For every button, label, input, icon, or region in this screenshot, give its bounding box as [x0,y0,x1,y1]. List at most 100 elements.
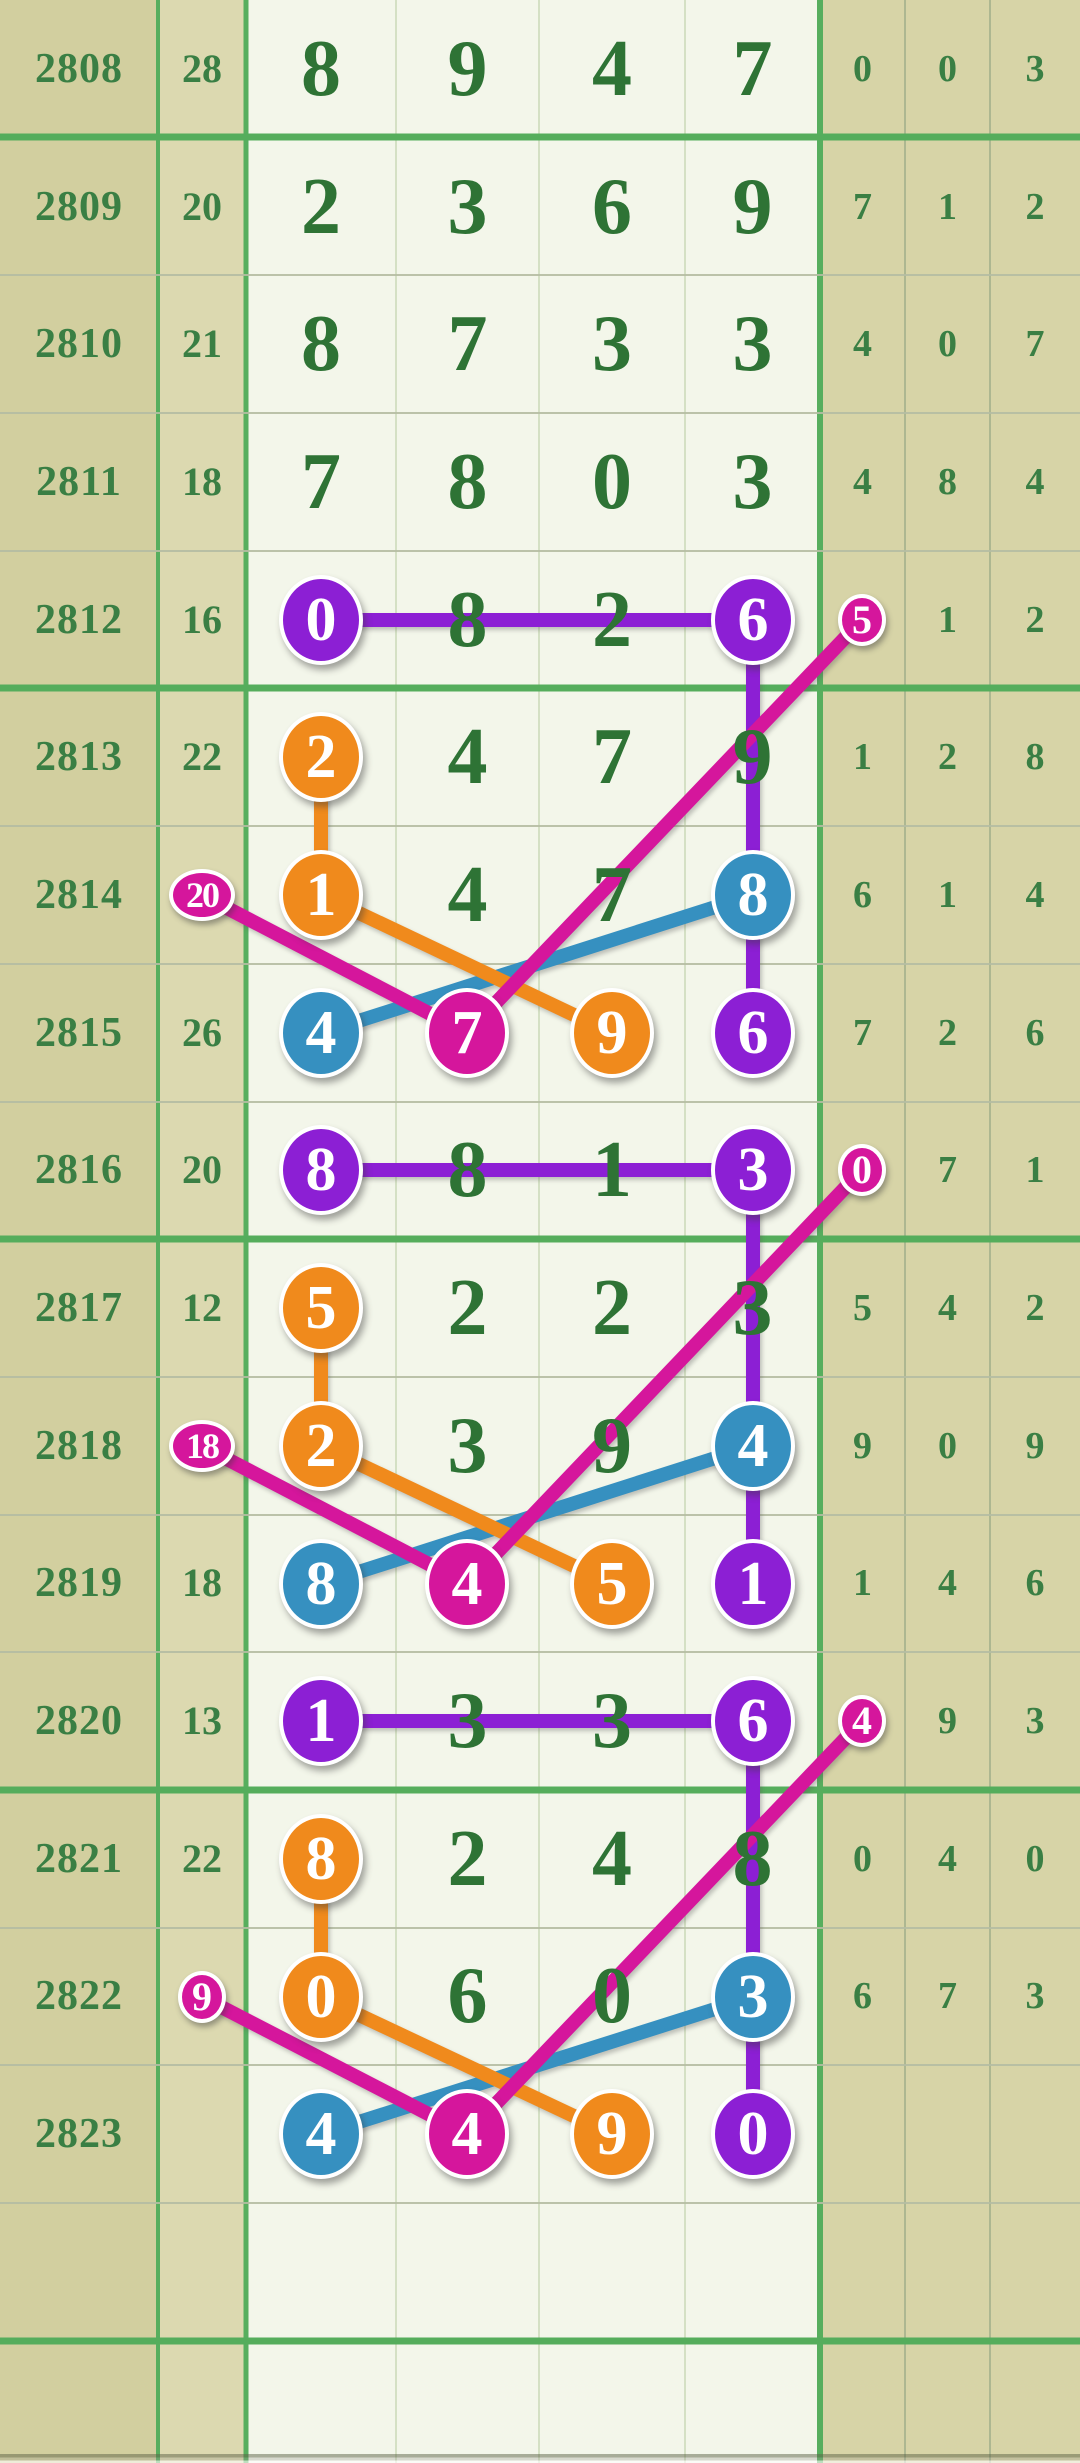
sum-text: 22 [182,1835,222,1881]
trend-ball-blue: 8 [711,850,795,940]
digit-text: 2 [592,1264,632,1353]
digit-cell: 3 [539,275,685,414]
digit-cell: 7 [539,688,685,827]
digit-cell: 3 [685,413,820,551]
right-cell: 7 [820,137,905,276]
right-cell [905,2203,990,2341]
period-text: 2809 [35,183,123,230]
period-cell: 2818 [0,1376,158,1515]
period-text: 2820 [35,1698,123,1745]
right-cell: 0 [820,1789,905,1928]
right-text: 4 [938,1287,957,1330]
trend-ball-orange: 8 [279,1814,363,1904]
right-cell: 1 [905,550,990,689]
right-text: 0 [853,47,872,90]
right-text: 6 [853,873,872,916]
right-cell: 2 [905,963,990,1102]
digit-cell [246,2203,396,2341]
digit-text: 0 [592,1952,632,2041]
digit-cell: 3 [396,1652,539,1790]
trend-ball-blue: 4 [279,2089,363,2179]
digit-text: 6 [447,1952,488,2041]
sum-text: 20 [182,1147,222,1193]
right-cell: 3 [990,0,1080,138]
right-cell: 0 [905,1376,990,1515]
digit-cell: 1 [539,1101,685,1240]
right-cell: 6 [820,1927,905,2066]
ball-digit: 8 [305,1550,337,1618]
digit-text: 7 [592,850,632,939]
trend-ball-magenta: 4 [425,1539,509,1629]
right-cell: 4 [990,413,1080,551]
right-cell: 9 [820,1376,905,1515]
trend-ball-purple: 6 [711,575,795,665]
digit-text: 8 [447,437,488,526]
trend-ball-blue: 8 [279,1539,363,1629]
digit-cell: 2 [396,1239,539,1377]
sum-cell [158,2065,246,2203]
digit-text: 4 [447,713,488,802]
ball-digit: 1 [305,1687,337,1755]
period-text: 2821 [35,1835,123,1882]
digit-text: 7 [592,713,632,802]
trend-ball-purple: 3 [711,1125,795,1215]
digit-text: 9 [732,162,773,251]
right-text: 2 [938,736,957,779]
period-text: 2811 [36,458,122,505]
period-cell: 2816 [0,1101,158,1240]
sum-badge: 20 [169,869,235,921]
ball-digit: 0 [737,2100,769,2168]
ball-digit: 2 [305,1412,337,1480]
period-text: 2815 [35,1009,123,1056]
trend-ball-orange: 1 [279,850,363,940]
digit-cell: 6 [396,1927,539,2066]
period-cell: 2808 [0,0,158,138]
right-cell: 5 [820,1239,905,1377]
period-text: 2819 [35,1560,123,1607]
ball-digit: 8 [305,1136,337,1204]
period-text: 2822 [35,1973,123,2020]
digit-cell: 8 [396,413,539,551]
right-cell [990,2065,1080,2203]
badge-digit: 20 [186,875,220,915]
digit-text: 2 [447,1264,488,1353]
digit-cell: 9 [539,1376,685,1515]
trend-ball-orange: 5 [570,1539,654,1629]
right-cell: 7 [905,1101,990,1240]
digit-text: 9 [447,24,488,113]
sum-cell: 16 [158,550,246,689]
right-cell: 4 [905,1514,990,1653]
right-text: 2 [1025,185,1045,228]
right-cell: 8 [990,688,1080,827]
digit-cell: 4 [539,0,685,138]
right-cell: 7 [820,963,905,1102]
right-text: 4 [1025,873,1045,916]
digit-cell: 7 [246,413,396,551]
period-cell: 2823 [0,2065,158,2203]
sum-cell: 18 [158,1514,246,1653]
period-cell: 2810 [0,275,158,414]
sum-text: 21 [182,321,222,367]
ball-digit: 4 [451,1550,483,1618]
right-cell: 0 [905,275,990,414]
digit-text: 6 [592,162,632,251]
digit-cell: 9 [396,0,539,138]
digit-cell: 2 [396,1789,539,1928]
right-text: 2 [938,1011,957,1054]
digit-cell: 2 [539,550,685,689]
right-text: 1 [853,1562,872,1605]
right-text: 7 [1025,323,1045,366]
right-cell: 3 [990,1927,1080,2066]
digit-cell [396,2203,539,2341]
ball-digit: 8 [305,1825,337,1893]
sum-cell: 26 [158,963,246,1102]
badge-digit: 5 [852,597,872,642]
span-badge: 4 [838,1695,886,1747]
right-text: 1 [1025,1149,1045,1192]
right-cell: 2 [990,550,1080,689]
right-text: 4 [853,460,872,503]
period-cell: 2820 [0,1652,158,1790]
sum-text: 22 [182,734,222,780]
right-text: 1 [938,873,957,916]
